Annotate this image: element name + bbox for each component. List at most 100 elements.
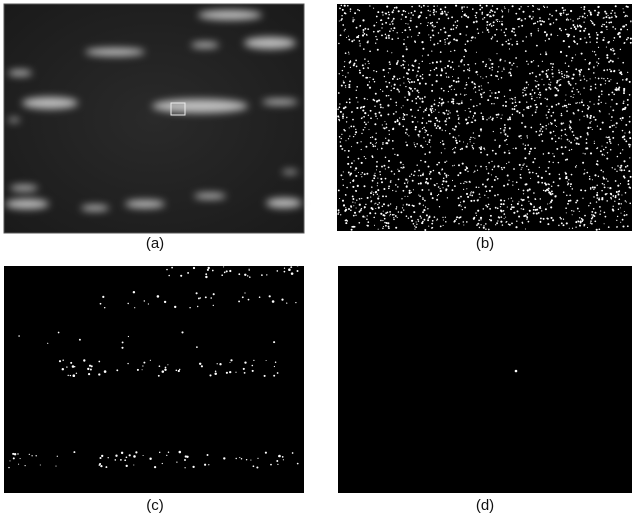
- dot: [274, 366, 275, 367]
- dot: [414, 144, 415, 145]
- dot: [606, 142, 607, 143]
- dot: [552, 63, 554, 65]
- dot: [548, 190, 549, 191]
- dot: [168, 275, 170, 277]
- dot: [469, 111, 471, 113]
- dot: [482, 118, 484, 120]
- dot: [532, 115, 533, 116]
- dot: [256, 262, 258, 264]
- dot: [485, 65, 487, 67]
- dot: [571, 60, 572, 61]
- dot: [385, 168, 386, 169]
- dot: [455, 21, 457, 23]
- dot: [159, 365, 161, 367]
- dot: [435, 67, 437, 69]
- dot: [284, 263, 286, 265]
- dot: [66, 366, 67, 367]
- dot: [375, 175, 376, 176]
- dot: [463, 6, 464, 7]
- dot: [471, 40, 472, 41]
- dot: [360, 174, 361, 175]
- dot: [369, 81, 370, 82]
- dot: [448, 117, 450, 119]
- dot: [490, 219, 492, 221]
- dot: [441, 170, 442, 171]
- dot: [424, 129, 425, 130]
- dot: [401, 65, 402, 66]
- dot: [360, 107, 362, 109]
- dot: [620, 152, 621, 153]
- dot: [551, 123, 553, 125]
- dot: [386, 123, 387, 124]
- dot: [566, 107, 567, 108]
- dot: [429, 63, 430, 64]
- dot: [580, 221, 582, 223]
- dot: [606, 69, 608, 71]
- dot: [526, 216, 528, 218]
- dot: [351, 146, 352, 147]
- dot: [570, 183, 572, 185]
- dot: [208, 464, 209, 465]
- dot: [74, 366, 75, 367]
- dot: [342, 200, 344, 202]
- dot: [523, 208, 525, 210]
- dot: [244, 372, 246, 374]
- dot: [527, 137, 528, 138]
- dot: [403, 76, 404, 77]
- dot: [354, 19, 355, 20]
- dot: [366, 173, 368, 175]
- dot: [376, 71, 377, 72]
- dot: [518, 216, 520, 218]
- dot: [523, 143, 524, 144]
- dot: [441, 103, 443, 105]
- dot: [436, 183, 437, 184]
- dot: [610, 193, 612, 195]
- dot: [550, 88, 552, 90]
- dot: [398, 211, 400, 213]
- dot: [375, 138, 377, 140]
- dot: [577, 109, 579, 111]
- dot: [545, 170, 547, 172]
- dot: [463, 221, 464, 222]
- dot: [444, 11, 446, 13]
- dot: [355, 215, 356, 216]
- dot: [492, 169, 494, 171]
- dot: [517, 210, 519, 212]
- dot: [372, 180, 374, 182]
- dot: [616, 226, 617, 227]
- dot: [348, 72, 349, 73]
- dot: [398, 89, 399, 90]
- dot: [508, 39, 509, 40]
- dot: [365, 204, 366, 205]
- dot: [343, 185, 344, 186]
- dot: [350, 60, 351, 61]
- dot: [546, 70, 548, 72]
- dot: [541, 210, 542, 211]
- dot: [464, 88, 465, 89]
- dot: [620, 207, 621, 208]
- dot: [427, 25, 428, 26]
- dot: [556, 104, 558, 106]
- dot: [428, 120, 430, 122]
- dot: [500, 206, 501, 207]
- dot: [397, 154, 399, 156]
- dot: [510, 39, 511, 40]
- dot: [440, 61, 442, 63]
- dot: [361, 162, 363, 164]
- dot: [423, 5, 425, 7]
- dot: [420, 75, 422, 77]
- dot: [159, 452, 160, 453]
- dot: [558, 103, 560, 105]
- dot: [487, 24, 488, 25]
- dot: [356, 107, 358, 109]
- dot: [618, 86, 620, 88]
- dot: [378, 207, 380, 209]
- dot: [606, 29, 607, 30]
- dot: [445, 124, 447, 126]
- dot: [498, 91, 500, 93]
- dot: [438, 18, 440, 20]
- dot: [430, 40, 431, 41]
- dot: [443, 225, 444, 226]
- dot: [480, 94, 482, 96]
- dot: [593, 196, 594, 197]
